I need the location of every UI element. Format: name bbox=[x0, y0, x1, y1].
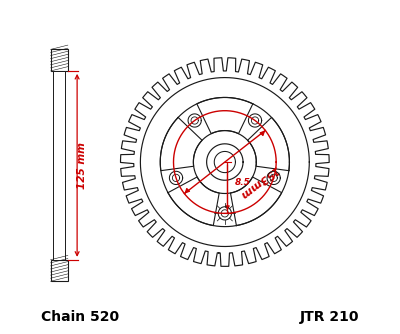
Text: Chain 520: Chain 520 bbox=[41, 310, 119, 324]
Text: JTR 210: JTR 210 bbox=[300, 310, 359, 324]
Text: 125 mm: 125 mm bbox=[78, 142, 88, 189]
Bar bbox=[53, 71, 65, 260]
Text: 8.5: 8.5 bbox=[235, 178, 251, 187]
Text: 153mm: 153mm bbox=[238, 164, 281, 200]
Bar bbox=[51, 260, 68, 281]
Bar bbox=[51, 49, 68, 71]
